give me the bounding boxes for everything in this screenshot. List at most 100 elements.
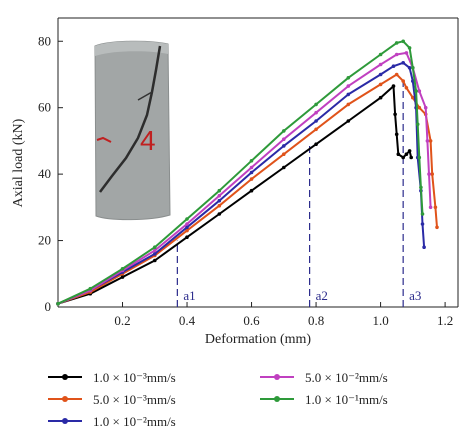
data-point (378, 95, 383, 100)
data-point (423, 105, 428, 110)
data-point (346, 84, 351, 88)
data-point (217, 212, 222, 216)
y-tick-label-1: 20 (38, 233, 51, 248)
data-point (435, 225, 439, 230)
annotation-label-a3: a3 (409, 288, 421, 303)
data-point (153, 245, 157, 249)
crack-branch (137, 91, 153, 101)
data-point (346, 76, 351, 80)
data-point (417, 89, 422, 93)
data-point (430, 172, 435, 176)
data-point (346, 119, 351, 123)
data-point (378, 52, 383, 57)
legend-swatch-marker (274, 396, 280, 402)
y-tick-label-0: 0 (45, 299, 52, 314)
legend-swatch-marker (62, 418, 68, 424)
legend-swatch-marker (62, 396, 68, 402)
series-4 (56, 39, 425, 306)
series-line-2 (57, 61, 426, 305)
data-point (391, 64, 396, 68)
data-point (417, 155, 422, 160)
data-point (56, 301, 60, 306)
crack-line (99, 45, 162, 193)
data-point (314, 142, 318, 146)
legend-swatch-marker (274, 374, 280, 380)
data-point (185, 222, 189, 226)
data-point (217, 203, 222, 208)
data-point (394, 132, 399, 137)
data-point (407, 46, 412, 50)
data-point (407, 149, 412, 153)
data-point (404, 86, 409, 90)
data-point (185, 225, 189, 230)
y-tick-label-4: 80 (38, 33, 51, 48)
data-point (428, 139, 433, 143)
data-point (415, 122, 420, 127)
data-point (249, 170, 254, 175)
legend-item-1: 5.0 × 10⁻³mm/s (48, 392, 176, 407)
data-point (433, 205, 438, 210)
data-point (217, 198, 222, 203)
data-point (282, 137, 286, 141)
data-point (401, 39, 406, 44)
data-point (346, 92, 351, 97)
data-point (185, 228, 189, 233)
data-point (420, 212, 425, 216)
data-point (394, 72, 399, 77)
data-point (407, 66, 412, 70)
legend-label: 1.0 × 10⁻¹mm/s (305, 392, 388, 407)
data-point (378, 72, 383, 77)
data-point (419, 185, 423, 190)
data-point (404, 152, 409, 156)
legend-item-2: 1.0 × 10⁻²mm/s (48, 414, 176, 429)
specimen-photo-inset: 4 (87, 40, 174, 222)
data-point (217, 193, 222, 198)
x-tick-label-2: 0.6 (243, 313, 260, 328)
data-point (411, 95, 415, 100)
y-axis-title: Axial load (kN) (11, 118, 26, 207)
legend-label: 5.0 × 10⁻²mm/s (305, 370, 388, 385)
data-point (409, 155, 414, 160)
data-point (428, 205, 433, 210)
x-tick-label-1: 0.4 (179, 313, 196, 328)
annotation-label-a2: a2 (316, 288, 328, 303)
x-tick-label-5: 1.2 (437, 313, 453, 328)
legend: 1.0 × 10⁻³mm/s 5.0 × 10⁻²mm/s 5.0 × 10⁻³mm… (48, 370, 388, 429)
data-point (153, 258, 157, 263)
data-point (401, 79, 406, 83)
data-point (249, 159, 254, 163)
data-point (282, 165, 286, 170)
specimen-top (95, 41, 168, 56)
data-point (120, 275, 125, 279)
data-point (314, 119, 318, 123)
legend-item-0: 1.0 × 10⁻³mm/s (48, 370, 176, 385)
legend-label: 1.0 × 10⁻³mm/s (93, 370, 176, 385)
data-point (88, 286, 93, 291)
legend-item-4: 1.0 × 10⁻¹mm/s (260, 392, 388, 407)
series-line-4 (57, 40, 424, 305)
x-tick-label-0: 0.2 (114, 313, 130, 328)
data-point (425, 139, 430, 143)
data-point (249, 177, 254, 181)
data-point (282, 129, 286, 133)
legend-swatch-marker (62, 374, 68, 380)
data-point (411, 66, 415, 70)
data-point (314, 127, 318, 132)
axis-ticks: 0 20 40 60 80 0.2 0.4 0.6 0.8 1.0 1.2 (38, 33, 453, 328)
plot-frame (57, 17, 459, 308)
data-point (153, 252, 157, 256)
data-point (396, 152, 401, 156)
data-point (249, 165, 254, 170)
data-point (185, 235, 189, 239)
legend-label: 5.0 × 10⁻³mm/s (93, 392, 176, 407)
data-point (153, 248, 157, 253)
data-point (417, 105, 422, 110)
red-mark (96, 136, 112, 143)
x-tick-label-4: 1.0 (372, 313, 388, 328)
specimen-body (94, 40, 171, 221)
x-axis-title: Deformation (mm) (205, 332, 311, 347)
data-point (401, 155, 406, 160)
data-point (414, 89, 418, 93)
legend-item-3: 5.0 × 10⁻²mm/s (260, 370, 388, 385)
data-point (427, 172, 431, 176)
